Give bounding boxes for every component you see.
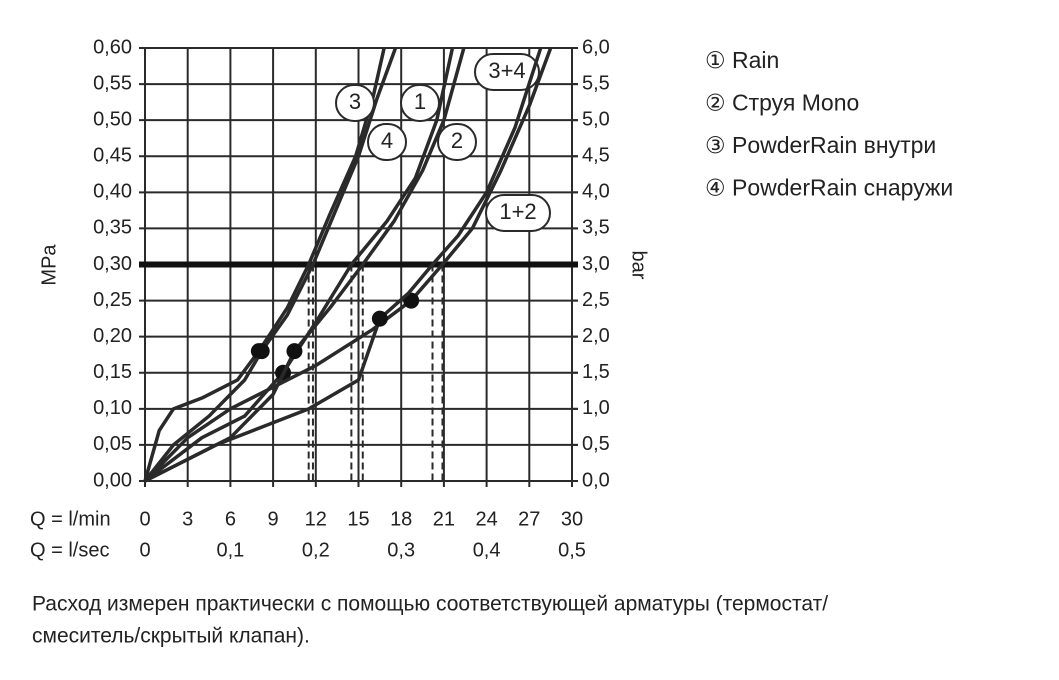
operating-point	[253, 343, 270, 360]
y-tick-label: 0,50	[93, 108, 132, 130]
x-tick-label: 21	[433, 508, 455, 530]
x2-tick-label: 0,4	[473, 539, 501, 561]
curve-label-box	[437, 123, 477, 161]
y2-tick-label: 5,5	[582, 72, 610, 94]
y2-axis-label: bar	[628, 251, 650, 280]
y-tick-label: 0,35	[93, 217, 132, 239]
x-tick-label: 24	[475, 508, 497, 530]
curve	[143, 47, 398, 483]
y-tick-label: 0,60	[93, 36, 132, 58]
y2-tick-label: 3,5	[582, 217, 610, 239]
y2-tick-label: 5,0	[582, 108, 610, 130]
y-tick-label: 0,25	[93, 289, 132, 311]
curve	[143, 47, 553, 483]
legend-item: ③ PowderRain внутри	[705, 132, 936, 158]
operating-point	[286, 343, 303, 360]
note: Расход измерен практически с помощью соо…	[32, 593, 828, 616]
y2-tick-label: 0,0	[582, 469, 610, 491]
x2-tick-label: 0	[139, 539, 150, 561]
curve-label-box	[474, 53, 540, 91]
x2-axis-label: Q = l/sec	[30, 539, 109, 561]
y-tick-label: 0,10	[93, 397, 132, 419]
x-tick-label: 15	[347, 508, 369, 530]
y2-tick-label: 4,5	[582, 145, 610, 167]
y-tick-label: 0,30	[93, 253, 132, 275]
x-axis-label: Q = l/min	[30, 508, 111, 530]
curve	[143, 47, 386, 482]
x-tick-label: 0	[139, 508, 150, 530]
curve-label: 4	[381, 128, 393, 153]
x2-tick-label: 0,3	[387, 539, 415, 561]
x-tick-label: 18	[390, 508, 412, 530]
y-tick-label: 0,15	[93, 361, 132, 383]
y-tick-label: 0,20	[93, 325, 132, 347]
x-tick-label: 3	[182, 508, 193, 530]
curve-label: 1+2	[499, 199, 536, 224]
x2-tick-label: 0,5	[558, 539, 586, 561]
x-tick-label: 9	[268, 508, 279, 530]
curve-label: 1	[414, 89, 426, 114]
curve-label: 3+4	[488, 58, 525, 83]
y2-tick-label: 1,5	[582, 361, 610, 383]
operating-point	[371, 310, 388, 327]
y2-tick-label: 0,5	[582, 433, 610, 455]
curve-label-box	[400, 84, 440, 122]
x2-tick-label: 0,2	[302, 539, 330, 561]
y-tick-label: 0,00	[93, 469, 132, 491]
x-tick-label: 6	[225, 508, 236, 530]
y-tick-label: 0,55	[93, 72, 132, 94]
curve	[144, 47, 543, 483]
y2-tick-label: 4,0	[582, 181, 610, 203]
curve-label-box	[485, 194, 551, 232]
curve-label: 3	[349, 89, 361, 114]
y2-tick-label: 6,0	[582, 36, 610, 58]
legend-item: ① Rain	[705, 47, 779, 73]
y2-tick-label: 2,5	[582, 289, 610, 311]
y2-tick-label: 2,0	[582, 325, 610, 347]
note: смеситель/скрытый клапан).	[32, 625, 310, 648]
x-tick-label: 30	[561, 508, 583, 530]
legend-item: ② Струя Mono	[705, 90, 859, 116]
curve-label: 2	[451, 128, 463, 153]
y2-tick-label: 3,0	[582, 253, 610, 275]
y-axis-label: MPa	[38, 244, 60, 286]
y-tick-label: 0,05	[93, 433, 132, 455]
x-tick-label: 12	[305, 508, 327, 530]
legend-item: ④ PowderRain снаружи	[705, 175, 953, 201]
x2-tick-label: 0,1	[216, 539, 244, 561]
y2-tick-label: 1,0	[582, 397, 610, 419]
x-tick-label: 27	[518, 508, 540, 530]
curve-label-box	[367, 123, 407, 161]
curve	[143, 47, 455, 483]
y-tick-label: 0,40	[93, 181, 132, 203]
y-tick-label: 0,45	[93, 145, 132, 167]
